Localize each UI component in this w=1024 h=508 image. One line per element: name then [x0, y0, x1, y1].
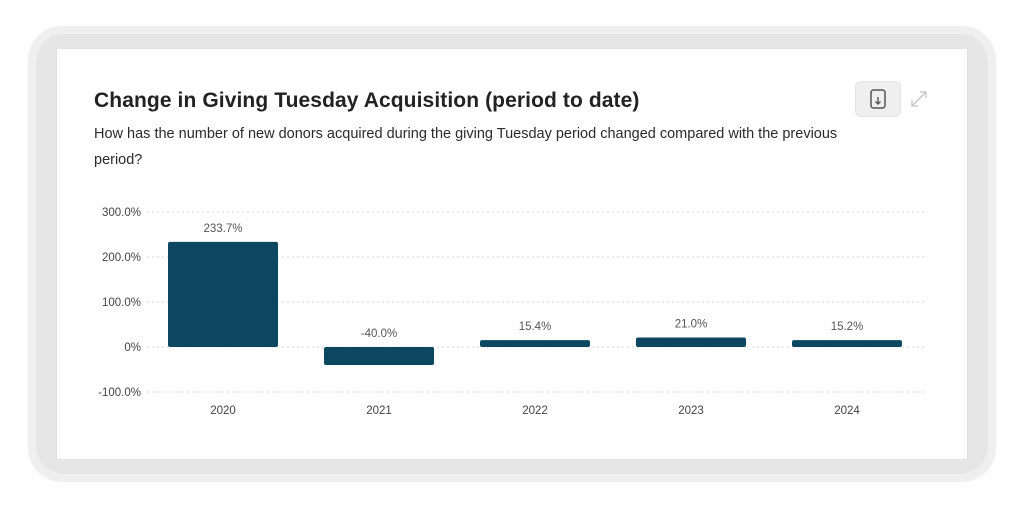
bar-2020[interactable]	[168, 241, 278, 347]
y-tick-label: 0%	[124, 342, 141, 354]
data-label: 15.4%	[519, 321, 552, 333]
bar-2022[interactable]	[480, 340, 590, 347]
y-tick-label: -100.0%	[98, 387, 141, 399]
y-tick-label: 100.0%	[102, 297, 141, 309]
data-label: 233.7%	[203, 223, 242, 235]
x-tick-label: 2023	[678, 405, 704, 417]
bar-2023[interactable]	[636, 337, 746, 347]
x-tick-label: 2020	[210, 405, 236, 417]
data-label: 21.0%	[675, 319, 708, 331]
export-button[interactable]	[855, 81, 901, 117]
y-tick-label: 200.0%	[102, 252, 141, 264]
data-label: 15.2%	[831, 321, 864, 333]
data-label: -40.0%	[361, 328, 397, 340]
x-tick-label: 2024	[834, 405, 860, 417]
y-tick-label: 300.0%	[102, 207, 141, 219]
chart-card: Change in Giving Tuesday Acquisition (pe…	[56, 48, 968, 460]
x-tick-label: 2022	[522, 405, 548, 417]
x-tick-label: 2021	[366, 405, 392, 417]
bar-2021[interactable]	[324, 347, 434, 365]
expand-icon	[911, 91, 927, 107]
download-icon	[870, 89, 886, 109]
chart-subtitle: How has the number of new donors acquire…	[94, 126, 838, 168]
expand-button[interactable]	[907, 87, 931, 111]
bar-2024[interactable]	[792, 340, 902, 347]
bar-chart: 300.0% 200.0% 100.0% 0% -100.0% 233.7% 2020 -40…	[98, 207, 927, 417]
chart-title: Change in Giving Tuesday Acquisition (pe…	[94, 89, 640, 112]
